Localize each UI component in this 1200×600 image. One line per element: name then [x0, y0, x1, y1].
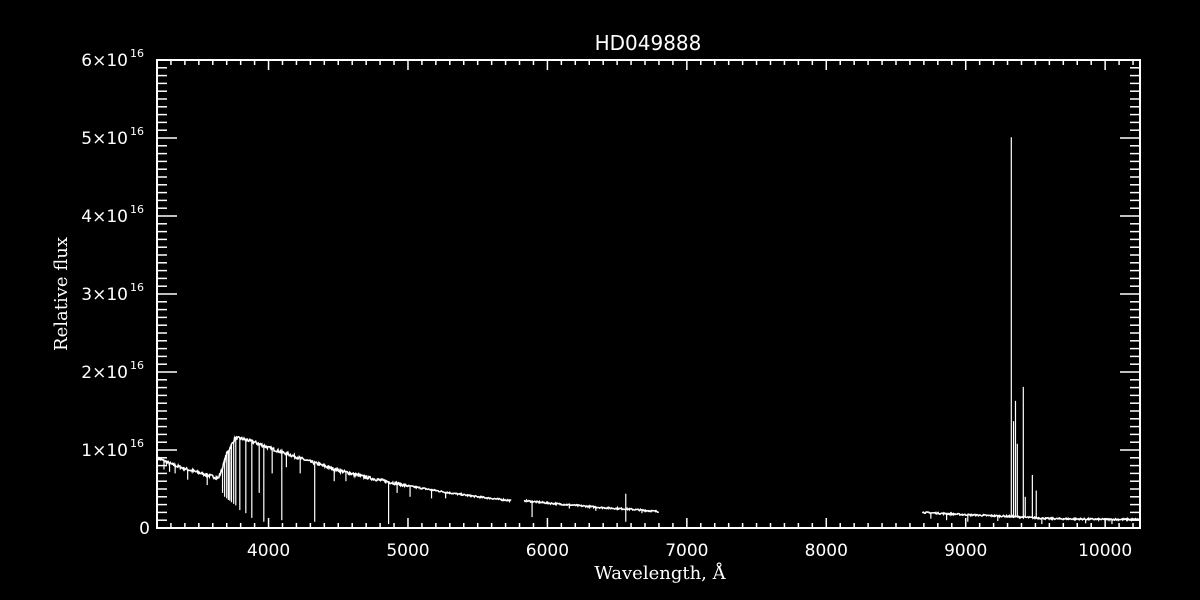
y-tick-label-base: 4×10 — [81, 207, 128, 227]
x-tick-label: 8000 — [805, 541, 848, 561]
x-tick-label: 4000 — [247, 541, 290, 561]
chart-title: HD049888 — [595, 31, 702, 55]
y-tick-label-base: 0 — [139, 519, 150, 539]
spectrum-series — [156, 137, 1141, 525]
y-tick-label-base: 6×10 — [81, 51, 128, 71]
x-tick-label: 6000 — [526, 541, 569, 561]
y-tick-label: 3×10 — [81, 285, 128, 305]
y-tick-label-exponent: 16 — [130, 437, 144, 450]
y-tick-label-exponent: 16 — [130, 125, 144, 138]
x-tick-label: 10000 — [1078, 541, 1132, 561]
y-tick-label: 5×10 — [81, 129, 128, 149]
y-tick-label-base: 1×10 — [81, 441, 128, 461]
y-tick-label: 1×10 — [81, 441, 128, 461]
y-tick-label: 2×10 — [81, 363, 128, 383]
x-tick-label: 9000 — [944, 541, 987, 561]
x-tick-label: 7000 — [665, 541, 708, 561]
y-tick-label-base: 3×10 — [81, 285, 128, 305]
y-tick-label-exponent: 16 — [130, 203, 144, 216]
y-tick-label: 0 — [139, 519, 150, 539]
plot-frame — [156, 59, 1141, 529]
y-tick-label: 4×10 — [81, 207, 128, 227]
spectrum-segment-2 — [523, 498, 659, 513]
y-tick-label: 6×10 — [81, 51, 128, 71]
y-tick-label-exponent: 16 — [130, 47, 144, 60]
y-tick-label-exponent: 16 — [130, 281, 144, 294]
x-tick-label: 5000 — [386, 541, 429, 561]
y-tick-label-base: 2×10 — [81, 363, 128, 383]
x-axis-label: Wavelength, Å — [594, 562, 726, 584]
y-tick-label-exponent: 16 — [130, 359, 144, 372]
spectrum-segment-3 — [921, 511, 1141, 522]
y-axis-label: Relative flux — [51, 237, 72, 351]
y-tick-label-base: 5×10 — [81, 129, 128, 149]
